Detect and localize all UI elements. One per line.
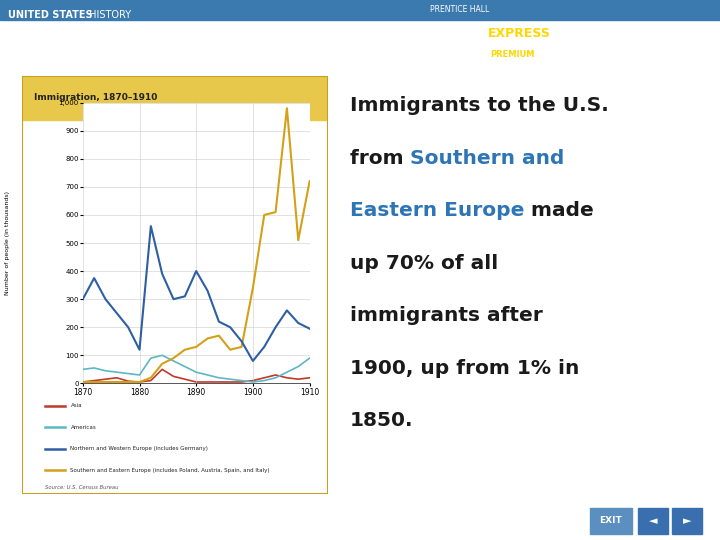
Text: ™: ™ (538, 25, 545, 31)
Text: Eastern Europe: Eastern Europe (350, 201, 524, 220)
Text: Northern and Western Europe (includes Germany): Northern and Western Europe (includes Ge… (71, 446, 208, 451)
Text: Presentation: Presentation (418, 27, 508, 40)
Text: UNITED STATES: UNITED STATES (8, 10, 93, 20)
Text: up 70% of all: up 70% of all (350, 254, 498, 273)
Text: PRENTICE HALL: PRENTICE HALL (430, 5, 490, 14)
Bar (638, 508, 668, 534)
Bar (590, 508, 632, 534)
Text: made: made (524, 201, 594, 220)
Text: ◄: ◄ (649, 516, 657, 526)
Text: ►: ► (683, 516, 691, 526)
Text: Immigrants to the U.S.: Immigrants to the U.S. (350, 96, 608, 115)
Text: HISTORY: HISTORY (86, 10, 131, 20)
Text: 1850.: 1850. (350, 411, 413, 430)
Text: from: from (350, 148, 410, 167)
Text: immigrants after: immigrants after (350, 306, 542, 325)
Text: 1900, up from 1% in: 1900, up from 1% in (350, 359, 579, 378)
Text: Section: Section (8, 35, 50, 45)
Bar (672, 508, 702, 534)
Text: Southern and: Southern and (410, 148, 564, 167)
Text: The New Immigrants: The New Immigrants (295, 513, 425, 526)
Text: Americas: Americas (71, 424, 96, 430)
Bar (0, 0, 720, 20)
Text: PREMIUM: PREMIUM (490, 50, 534, 59)
Text: Source: U.S. Census Bureau: Source: U.S. Census Bureau (45, 485, 119, 490)
Text: 1: 1 (43, 33, 52, 46)
Text: EXPRESS: EXPRESS (488, 27, 551, 40)
Text: Immigration, 1870–1910: Immigration, 1870–1910 (34, 93, 157, 102)
Text: Asia: Asia (71, 403, 82, 408)
Text: EXIT: EXIT (600, 516, 622, 525)
Bar (22, 76, 328, 119)
Y-axis label: Number of people (in thousands): Number of people (in thousands) (5, 191, 10, 295)
Text: Southern and Eastern Europe (includes Poland, Austria, Spain, and Italy): Southern and Eastern Europe (includes Po… (71, 468, 270, 473)
